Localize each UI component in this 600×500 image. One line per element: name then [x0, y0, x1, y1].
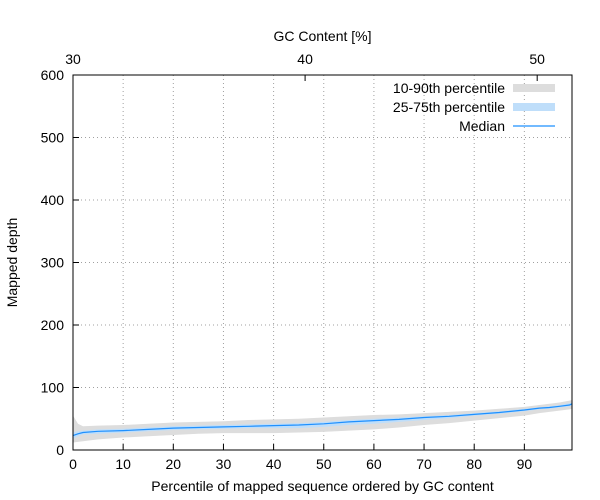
- y-tick-label: 400: [41, 192, 65, 208]
- x-tick-label: 70: [416, 456, 432, 472]
- median-line: [72, 403, 573, 437]
- x2-axis-title: GC Content [%]: [273, 28, 371, 44]
- x-tick-label: 60: [366, 456, 382, 472]
- x2-tick-label: 40: [297, 51, 313, 67]
- y-tick-label: 300: [41, 255, 65, 271]
- legend: 10-90th percentile 25-75th percentile Medi…: [393, 80, 555, 134]
- x-tick-label: 90: [517, 456, 533, 472]
- y-tick-label: 200: [41, 317, 65, 333]
- y-axis-title: Mapped depth: [4, 218, 20, 308]
- x-tick-label: 80: [466, 456, 482, 472]
- x2-tick-label: 50: [529, 51, 545, 67]
- x2-tick-label: 30: [65, 51, 81, 67]
- legend-entry: Median: [459, 118, 555, 134]
- x-tick-label: 50: [316, 456, 332, 472]
- legend-label: Median: [459, 118, 505, 134]
- legend-entry: 10-90th percentile: [393, 80, 555, 96]
- band-10-90th-percentile: [73, 400, 572, 443]
- x-tick-label: 20: [166, 456, 182, 472]
- x-tick-label: 10: [115, 456, 131, 472]
- x-tick-label: 30: [216, 456, 232, 472]
- ticks: 0 10 20 30 40 50 60 70 80 90010020030040050060030…: [41, 51, 546, 472]
- y-tick-label: 100: [41, 380, 65, 396]
- median-line-group: [72, 403, 573, 437]
- legend-swatch: [513, 103, 555, 111]
- y-tick-label: 600: [41, 67, 65, 83]
- legend-label: 25-75th percentile: [393, 99, 505, 115]
- x-tick-label: 40: [266, 456, 282, 472]
- y-tick-label: 500: [41, 130, 65, 146]
- legend-label: 10-90th percentile: [393, 80, 505, 96]
- y-tick-label: 0: [56, 442, 64, 458]
- x-tick-label: 0: [69, 456, 77, 472]
- bands: [73, 400, 572, 443]
- legend-swatch: [513, 84, 555, 92]
- x-axis-title: Percentile of mapped sequence ordered by…: [151, 478, 494, 494]
- legend-entry: 25-75th percentile: [393, 99, 555, 115]
- grid: [73, 75, 572, 450]
